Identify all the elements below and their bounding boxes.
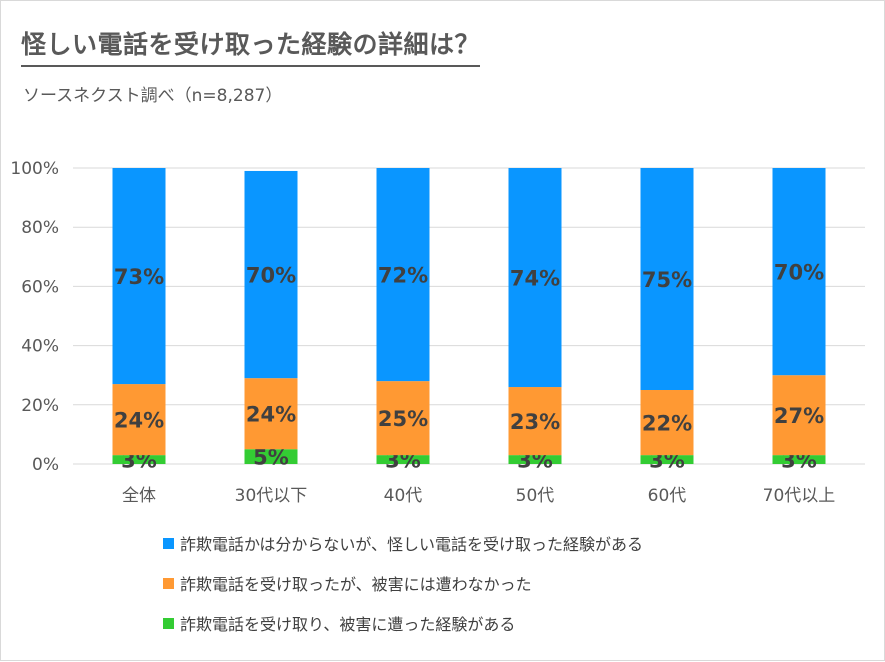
- legend-swatch-blue: [163, 537, 174, 549]
- legend: 詐欺電話かは分からないが、怪しい電話を受け取った経験がある 詐欺電話を受け取った…: [163, 533, 643, 653]
- chart-subtitle: ソースネクスト調べ（n=8,287）: [23, 86, 283, 106]
- x-tick-label: 30代以下: [235, 486, 308, 506]
- legend-item-orange: 詐欺電話を受け取ったが、被害には遭わなかった: [163, 573, 643, 594]
- legend-item-green: 詐欺電話を受け取り、被害に遭った経験がある: [163, 613, 643, 634]
- legend-label-orange: 詐欺電話を受け取ったが、被害には遭わなかった: [180, 575, 532, 594]
- data-label: 70%: [774, 261, 824, 285]
- data-label: 24%: [246, 403, 296, 427]
- y-tick-label: 0%: [32, 455, 59, 475]
- y-tick-label: 80%: [21, 218, 59, 238]
- legend-label-green: 詐欺電話を受け取り、被害に遭った経験がある: [180, 615, 516, 634]
- x-tick-label: 40代: [384, 486, 423, 506]
- bar-segment: [376, 455, 430, 464]
- bar-segment: [244, 378, 298, 450]
- data-label: 22%: [642, 412, 692, 436]
- data-label: 5%: [253, 446, 289, 470]
- legend-label-blue: 詐欺電話かは分からないが、怪しい電話を受け取った経験がある: [180, 535, 644, 554]
- legend-swatch-green: [163, 617, 174, 629]
- x-tick-label: 全体: [122, 486, 156, 506]
- x-tick-label: 50代: [516, 486, 555, 506]
- bar-segment: [112, 168, 166, 385]
- y-tick-label: 60%: [21, 277, 59, 297]
- bar-segment: [772, 455, 826, 464]
- y-tick-label: 40%: [21, 337, 59, 357]
- y-tick-label: 20%: [21, 396, 59, 416]
- x-tick-label: 60代: [648, 486, 687, 506]
- data-label: 72%: [378, 264, 428, 288]
- bar-segment: [376, 168, 430, 382]
- x-tick-label: 70代以上: [763, 486, 836, 506]
- bar-segment: [508, 387, 562, 456]
- bar-segment: [244, 170, 298, 379]
- data-label: 24%: [114, 409, 164, 433]
- bar-segment: [112, 384, 166, 456]
- bar-segment: [772, 168, 826, 376]
- bar-segment: [640, 455, 694, 464]
- bar-segment: [112, 455, 166, 464]
- bar-segment: [640, 390, 694, 456]
- chart-title: 怪しい電話を受け取った経験の詳細は？: [21, 25, 481, 67]
- y-tick-label: 100%: [10, 159, 59, 179]
- data-label: 70%: [246, 264, 296, 288]
- data-label: 25%: [378, 407, 428, 431]
- bar-segment: [640, 168, 694, 390]
- bar-segment: [508, 168, 562, 388]
- data-label: 74%: [510, 267, 560, 291]
- bar-segment: [772, 375, 826, 456]
- bar-segment: [376, 381, 430, 456]
- data-label: 73%: [114, 265, 164, 289]
- data-label: 23%: [510, 410, 560, 434]
- legend-item-blue: 詐欺電話かは分からないが、怪しい電話を受け取った経験がある: [163, 533, 644, 554]
- legend-swatch-orange: [163, 577, 174, 589]
- data-label: 27%: [774, 404, 824, 428]
- bar-segment: [508, 455, 562, 464]
- data-label: 75%: [642, 268, 692, 292]
- bar-segment: [244, 449, 298, 464]
